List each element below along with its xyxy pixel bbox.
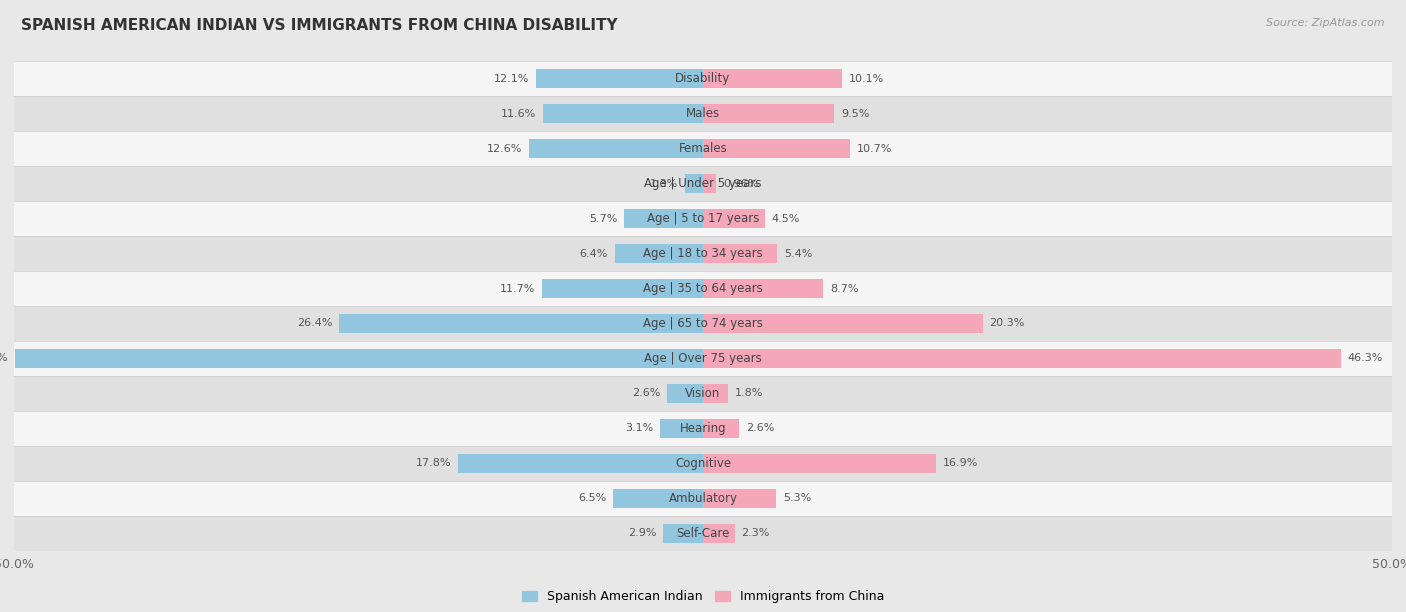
Bar [14,166,1392,201]
Bar [703,69,842,88]
Text: 12.1%: 12.1% [494,73,530,84]
Bar [703,419,738,438]
Text: 2.9%: 2.9% [627,528,657,539]
Text: 6.5%: 6.5% [578,493,606,503]
Text: Cognitive: Cognitive [675,457,731,470]
Bar [14,341,1392,376]
Bar [14,236,1392,271]
Text: 5.4%: 5.4% [785,248,813,258]
Bar [703,314,983,333]
Text: 12.6%: 12.6% [486,144,523,154]
Text: Self-Care: Self-Care [676,527,730,540]
Bar [14,446,1392,481]
Text: 11.6%: 11.6% [501,109,536,119]
Text: Ambulatory: Ambulatory [668,492,738,505]
Bar [14,411,1392,446]
Text: 46.3%: 46.3% [1348,354,1384,364]
Text: 5.7%: 5.7% [589,214,617,223]
Bar [14,271,1392,306]
Text: Age | Under 5 years: Age | Under 5 years [644,177,762,190]
Text: 20.3%: 20.3% [990,318,1025,329]
Text: Age | 5 to 17 years: Age | 5 to 17 years [647,212,759,225]
Bar [703,524,735,543]
Text: Age | Over 75 years: Age | Over 75 years [644,352,762,365]
Text: 16.9%: 16.9% [943,458,979,468]
Text: 2.3%: 2.3% [741,528,770,539]
Bar [14,96,1392,131]
Text: 26.4%: 26.4% [297,318,332,329]
Text: Source: ZipAtlas.com: Source: ZipAtlas.com [1267,18,1385,28]
Bar [536,69,703,88]
Bar [339,314,703,333]
Text: SPANISH AMERICAN INDIAN VS IMMIGRANTS FROM CHINA DISABILITY: SPANISH AMERICAN INDIAN VS IMMIGRANTS FR… [21,18,617,34]
Bar [14,131,1392,166]
Bar [14,481,1392,516]
Text: 10.7%: 10.7% [858,144,893,154]
Legend: Spanish American Indian, Immigrants from China: Spanish American Indian, Immigrants from… [517,585,889,608]
Bar [703,453,936,473]
Bar [703,209,765,228]
Bar [661,419,703,438]
Text: Age | 18 to 34 years: Age | 18 to 34 years [643,247,763,260]
Text: 10.1%: 10.1% [849,73,884,84]
Bar [541,279,703,298]
Text: 4.5%: 4.5% [772,214,800,223]
Bar [703,174,716,193]
Bar [703,349,1341,368]
Bar [613,489,703,508]
Bar [703,384,728,403]
Text: 11.7%: 11.7% [499,283,534,294]
Text: Hearing: Hearing [679,422,727,435]
Text: 49.9%: 49.9% [0,354,8,364]
Bar [530,139,703,159]
Text: 8.7%: 8.7% [830,283,858,294]
Bar [703,244,778,263]
Bar [614,244,703,263]
Text: 9.5%: 9.5% [841,109,869,119]
Bar [668,384,703,403]
Bar [624,209,703,228]
Bar [703,279,823,298]
Text: Disability: Disability [675,72,731,85]
Text: Age | 35 to 64 years: Age | 35 to 64 years [643,282,763,295]
Text: 6.4%: 6.4% [579,248,607,258]
Text: 2.6%: 2.6% [745,424,775,433]
Text: Males: Males [686,107,720,120]
Text: 1.3%: 1.3% [650,179,678,188]
Bar [15,349,703,368]
Bar [703,489,776,508]
Text: Vision: Vision [685,387,721,400]
Bar [703,139,851,159]
Bar [703,104,834,123]
Text: Females: Females [679,142,727,155]
Text: 5.3%: 5.3% [783,493,811,503]
Bar [543,104,703,123]
Text: Age | 65 to 74 years: Age | 65 to 74 years [643,317,763,330]
Bar [14,516,1392,551]
Text: 3.1%: 3.1% [626,424,654,433]
Bar [14,306,1392,341]
Bar [14,61,1392,96]
Bar [14,376,1392,411]
Bar [14,201,1392,236]
Bar [458,453,703,473]
Text: 2.6%: 2.6% [631,389,661,398]
Text: 17.8%: 17.8% [415,458,451,468]
Text: 1.8%: 1.8% [735,389,763,398]
Bar [664,524,703,543]
Text: 0.96%: 0.96% [723,179,758,188]
Bar [685,174,703,193]
